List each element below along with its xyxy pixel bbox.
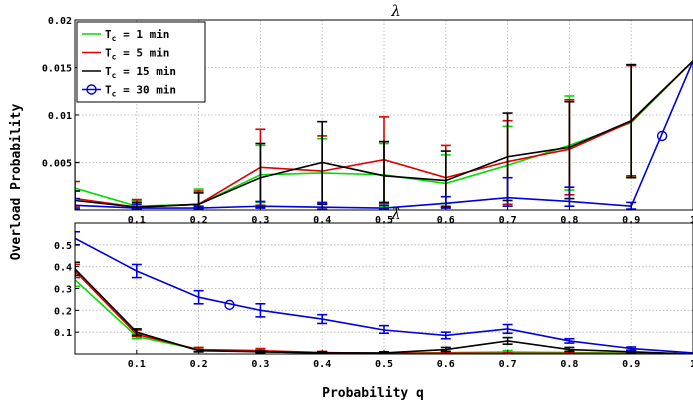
- x-tick-label: 0.6: [437, 215, 455, 226]
- x-tick-label: 0.9: [622, 215, 640, 226]
- panel-title: λ: [390, 2, 401, 20]
- legend-marker: [86, 84, 97, 95]
- legend-label: Tc = 15 min: [105, 65, 176, 80]
- y-axis-label: Overload Probability: [9, 104, 24, 261]
- x-tick-label: 0.5: [375, 215, 393, 226]
- lambda-series-4-errorbar: [75, 197, 80, 210]
- x-tick-label: 0.5: [375, 359, 393, 370]
- x-tick-label: 0.6: [437, 359, 455, 370]
- x-tick-label: 1: [690, 359, 693, 370]
- legend-item: Tc = 15 min: [82, 65, 176, 80]
- x-tick-label: 0.9: [622, 359, 640, 370]
- lambda-hat-series-3-errorbar: [75, 261, 80, 277]
- x-tick-label: 0.8: [560, 359, 578, 370]
- legend-label: Tc = 5 min: [105, 47, 169, 62]
- x-tick-label: 0.7: [499, 215, 517, 226]
- panel-title: λ̂: [390, 205, 401, 223]
- y-tick-label: 0.2: [54, 306, 72, 317]
- x-tick-label: 0.1: [128, 359, 146, 370]
- panel-lambda-hat: 0.1 0.2 0.3 0.4 0.5 0.6 0.7 0.8 0.9 1 0.1 0.2 0.3 0.4…: [54, 205, 693, 370]
- y-tick-label: 0.02: [48, 16, 72, 27]
- legend: Tc = 1 min Tc = 5 min Tc = 15 min Tc = 30 m…: [76, 21, 206, 103]
- y-tick-label: 0.5: [54, 241, 72, 252]
- legend-item: Tc = 30 min: [82, 84, 176, 99]
- x-tick-label: 0.3: [251, 359, 269, 370]
- lambda-hat-series-2-errorbar: [75, 263, 80, 279]
- x-tick-label: 0.4: [313, 359, 331, 370]
- y-tick-label: 0.4: [54, 263, 72, 274]
- x-tick-label: 0.4: [313, 215, 331, 226]
- lambda-series-3-errorbar: [379, 140, 389, 204]
- x-tick-label: 0.7: [499, 359, 517, 370]
- panel-lambda: 0.1 0.2 0.3 0.4 0.5 0.6 0.7 0.8 0.9 1 0.005 0.01 0.0…: [42, 2, 693, 226]
- x-tick-label: 0.8: [560, 215, 578, 226]
- x-tick-label: 0.2: [190, 215, 208, 226]
- x-tick-label: 0.1: [128, 215, 146, 226]
- legend-item: Tc = 5 min: [82, 47, 169, 62]
- y-tick-label: 0.3: [54, 285, 72, 296]
- x-axis-label: Probability q: [322, 386, 424, 401]
- x-tick-label: 0.2: [190, 359, 208, 370]
- legend-box: [76, 21, 206, 103]
- x-tick-label: 1: [690, 215, 693, 226]
- lambda-series-4-marker: [656, 130, 668, 142]
- y-tick-label: 0.015: [42, 64, 72, 75]
- y-tick-label: 0.01: [48, 111, 72, 122]
- lambda-hat-series-4-marker: [224, 299, 235, 311]
- x-tick-label: 0.3: [251, 215, 269, 226]
- legend-item: Tc = 1 min: [82, 28, 169, 43]
- y-tick-label: 0.005: [42, 159, 72, 170]
- y-tick-label: 0.1: [54, 328, 72, 339]
- lambda-hat-series-4-line: [75, 237, 693, 354]
- lambda-series-2-errorbar: [75, 180, 80, 208]
- legend-label: Tc = 1 min: [105, 28, 169, 43]
- legend-label: Tc = 30 min: [105, 84, 176, 99]
